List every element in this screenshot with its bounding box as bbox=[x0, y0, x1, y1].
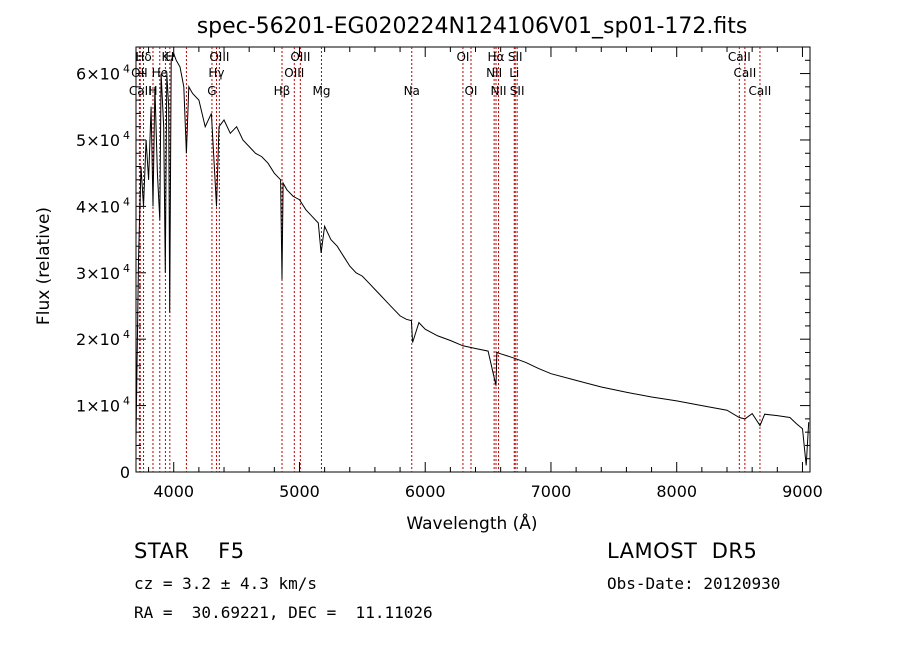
y-tick-exponent: 4 bbox=[123, 262, 130, 275]
spectral-line-label: H bbox=[148, 84, 157, 98]
spectral-line-label: OIII bbox=[290, 50, 310, 64]
spectral-line-label: OII bbox=[131, 66, 148, 80]
y-tick-label: 1×10 bbox=[76, 397, 120, 416]
y-tick-label: 6×10 bbox=[76, 65, 120, 84]
spectral-line-label: CaII bbox=[129, 84, 152, 98]
survey-name: LAMOST DR5 bbox=[607, 539, 758, 563]
spectral-line-label: G bbox=[207, 84, 216, 98]
spectral-line-label: Hβ bbox=[274, 84, 291, 98]
y-tick-label: 4×10 bbox=[76, 197, 120, 216]
y-tick-label: 3×10 bbox=[76, 264, 120, 283]
y-tick-exponent: 4 bbox=[123, 129, 130, 142]
spectral-line-label: CaII bbox=[749, 84, 772, 98]
spectral-line-label: Hδ bbox=[135, 50, 151, 64]
spectral-line-label: Na bbox=[404, 84, 420, 98]
y-tick-label: 5×10 bbox=[76, 131, 120, 150]
x-tick-label: 4000 bbox=[153, 482, 194, 501]
spectral-line-label: H bbox=[165, 50, 174, 64]
spectral-line-label: OI bbox=[456, 50, 469, 64]
plot-frame bbox=[135, 46, 811, 473]
spectral-line-label: OI bbox=[464, 84, 477, 98]
spectral-line-label: Hγ bbox=[208, 66, 224, 80]
coordinates: RA = 30.69221, DEC = 11.11026 bbox=[134, 603, 433, 622]
spectral-line-label: OIII bbox=[209, 50, 229, 64]
y-tick-exponent: 4 bbox=[123, 395, 130, 408]
y-tick-exponent: 4 bbox=[123, 63, 130, 76]
object-class: STAR F5 bbox=[134, 539, 245, 563]
x-tick-label: 8000 bbox=[656, 482, 697, 501]
y-tick-exponent: 4 bbox=[123, 328, 130, 341]
spectral-line-label: NII bbox=[490, 84, 506, 98]
spectral-line-label: CaII bbox=[728, 50, 751, 64]
spectral-line-label: Mg bbox=[312, 84, 330, 98]
x-tick-label: 5000 bbox=[279, 482, 320, 501]
x-tick-label: 7000 bbox=[531, 482, 572, 501]
y-axis-label: Flux (relative) bbox=[34, 207, 54, 325]
spectrum-series-line bbox=[135, 52, 810, 466]
spectral-line-label: K bbox=[161, 50, 170, 64]
spectral-line-label: CaII bbox=[733, 66, 756, 80]
spectral-line-label: NII bbox=[486, 66, 502, 80]
y-tick-exponent: 4 bbox=[123, 195, 130, 208]
x-tick-label: 6000 bbox=[405, 482, 446, 501]
observation-date: Obs-Date: 20120930 bbox=[607, 574, 781, 593]
spectral-line-label: SII bbox=[510, 84, 525, 98]
chart-title: spec-56201-EG020224N124106V01_sp01-172.f… bbox=[197, 14, 748, 39]
spectral-line-label: OIII bbox=[284, 66, 304, 80]
spectral-line-label: Li bbox=[509, 66, 519, 80]
y-tick-label: 0 bbox=[120, 463, 130, 482]
x-tick-label: 9000 bbox=[782, 482, 823, 501]
spectral-line-label: He bbox=[152, 66, 168, 80]
redshift-velocity: cz = 3.2 ± 4.3 km/s bbox=[134, 574, 318, 593]
x-axis-label: Wavelength (Å) bbox=[406, 512, 537, 534]
spectral-line-label: SII bbox=[508, 50, 523, 64]
y-tick-label: 2×10 bbox=[76, 330, 120, 349]
spectral-line-label: Hα bbox=[488, 50, 505, 64]
